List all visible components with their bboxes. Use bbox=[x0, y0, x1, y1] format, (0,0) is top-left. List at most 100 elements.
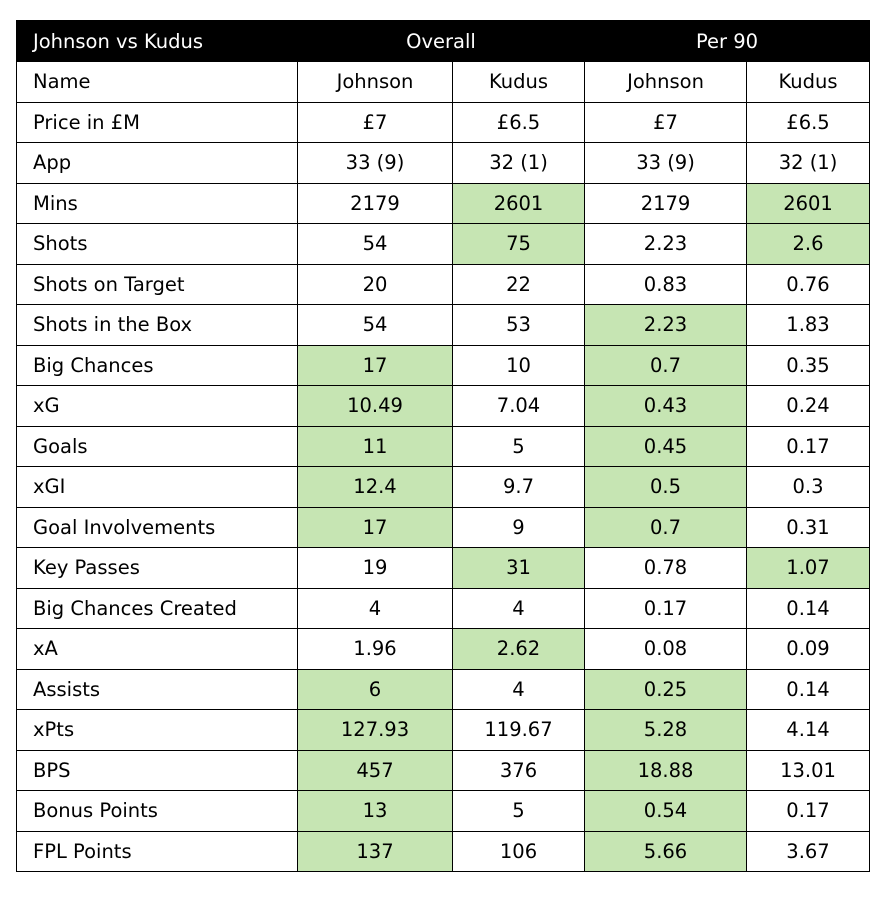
cell-per90-johnson: 2179 bbox=[584, 182, 748, 224]
cell-per90-johnson: 0.45 bbox=[584, 425, 748, 467]
cell-overall-johnson: 54 bbox=[297, 223, 453, 265]
cell-per90-johnson: 0.43 bbox=[584, 385, 748, 427]
cell-per90-johnson: 0.78 bbox=[584, 547, 748, 589]
cell-overall-johnson: 54 bbox=[297, 304, 453, 346]
row-label: Shots on Target bbox=[16, 263, 298, 305]
cell-per90-johnson: 0.83 bbox=[584, 263, 748, 305]
row-label: Key Passes bbox=[16, 547, 298, 589]
row-label: Price in £M bbox=[16, 101, 298, 143]
row-label: Assists bbox=[16, 668, 298, 710]
cell-per90-kudus: 2601 bbox=[746, 182, 871, 224]
group-header-overall: Overall bbox=[296, 20, 586, 62]
row-label: Big Chances bbox=[16, 344, 298, 386]
table-header: Johnson vs Kudus Overall Per 90 bbox=[16, 20, 871, 62]
cell-per90-kudus: 13.01 bbox=[746, 749, 871, 791]
table-row: Big Chances Created 4 4 0.17 0.14 bbox=[16, 587, 871, 629]
cell-per90-kudus: 3.67 bbox=[746, 830, 871, 872]
cell-overall-kudus: 22 bbox=[451, 263, 586, 305]
row-label: Bonus Points bbox=[16, 790, 298, 832]
cell-per90-kudus: 0.35 bbox=[746, 344, 871, 386]
cell-overall-johnson: 2179 bbox=[297, 182, 453, 224]
table-row: FPL Points 137 106 5.66 3.67 bbox=[16, 830, 871, 872]
row-label: Name bbox=[16, 61, 298, 103]
cell-per90-kudus: 32 (1) bbox=[746, 142, 871, 184]
cell-overall-johnson: 4 bbox=[297, 587, 453, 629]
cell-overall-johnson: 1.96 bbox=[297, 628, 453, 670]
table-row: xPts 127.93 119.67 5.28 4.14 bbox=[16, 709, 871, 751]
cell-overall-kudus: 119.67 bbox=[451, 709, 586, 751]
cell-per90-kudus: 0.14 bbox=[746, 668, 871, 710]
table-body: Name Johnson Kudus Johnson Kudus Price in £M £… bbox=[16, 61, 871, 872]
cell-overall-kudus: 31 bbox=[451, 547, 586, 589]
cell-per90-kudus: 1.83 bbox=[746, 304, 871, 346]
cell-per90-kudus: 0.17 bbox=[746, 790, 871, 832]
cell-overall-johnson: 20 bbox=[297, 263, 453, 305]
cell-overall-kudus: £6.5 bbox=[451, 101, 586, 143]
cell-overall-kudus: 53 bbox=[451, 304, 586, 346]
cell-per90-kudus: 0.76 bbox=[746, 263, 871, 305]
table-row: Shots on Target 20 22 0.83 0.76 bbox=[16, 263, 871, 305]
cell-overall-johnson: Johnson bbox=[297, 61, 453, 103]
cell-per90-johnson: 0.7 bbox=[584, 344, 748, 386]
table-row: Shots 54 75 2.23 2.6 bbox=[16, 223, 871, 265]
cell-per90-johnson: 0.08 bbox=[584, 628, 748, 670]
row-label: FPL Points bbox=[16, 830, 298, 872]
cell-overall-johnson: £7 bbox=[297, 101, 453, 143]
cell-per90-johnson: 0.25 bbox=[584, 668, 748, 710]
table-row: Goal Involvements 17 9 0.7 0.31 bbox=[16, 506, 871, 548]
table-row: Bonus Points 13 5 0.54 0.17 bbox=[16, 790, 871, 832]
cell-overall-johnson: 10.49 bbox=[297, 385, 453, 427]
row-label: xPts bbox=[16, 709, 298, 751]
cell-per90-johnson: 5.28 bbox=[584, 709, 748, 751]
cell-per90-kudus: 0.3 bbox=[746, 466, 871, 508]
table-row: BPS 457 376 18.88 13.01 bbox=[16, 749, 871, 791]
table-row: Key Passes 19 31 0.78 1.07 bbox=[16, 547, 871, 589]
cell-overall-kudus: 4 bbox=[451, 587, 586, 629]
cell-per90-johnson: £7 bbox=[584, 101, 748, 143]
cell-overall-kudus: 9 bbox=[451, 506, 586, 548]
group-header-per-90: Per 90 bbox=[584, 20, 871, 62]
row-label: Goals bbox=[16, 425, 298, 467]
row-label: xA bbox=[16, 628, 298, 670]
table-row: Mins 2179 2601 2179 2601 bbox=[16, 182, 871, 224]
cell-per90-johnson: 0.5 bbox=[584, 466, 748, 508]
cell-per90-kudus: 0.14 bbox=[746, 587, 871, 629]
table-row: xGI 12.4 9.7 0.5 0.3 bbox=[16, 466, 871, 508]
cell-overall-kudus: 7.04 bbox=[451, 385, 586, 427]
cell-overall-johnson: 6 bbox=[297, 668, 453, 710]
cell-overall-kudus: 32 (1) bbox=[451, 142, 586, 184]
row-label: xGI bbox=[16, 466, 298, 508]
table-row: xA 1.96 2.62 0.08 0.09 bbox=[16, 628, 871, 670]
cell-per90-johnson: 0.54 bbox=[584, 790, 748, 832]
cell-per90-kudus: 4.14 bbox=[746, 709, 871, 751]
row-label: Shots bbox=[16, 223, 298, 265]
cell-per90-kudus: 0.31 bbox=[746, 506, 871, 548]
cell-overall-kudus: Kudus bbox=[451, 61, 586, 103]
cell-per90-kudus: Kudus bbox=[746, 61, 871, 103]
cell-overall-johnson: 137 bbox=[297, 830, 453, 872]
cell-per90-johnson: Johnson bbox=[584, 61, 748, 103]
cell-per90-johnson: 0.7 bbox=[584, 506, 748, 548]
cell-overall-kudus: 4 bbox=[451, 668, 586, 710]
table-row: Assists 6 4 0.25 0.14 bbox=[16, 668, 871, 710]
cell-per90-johnson: 0.17 bbox=[584, 587, 748, 629]
table-row: Shots in the Box 54 53 2.23 1.83 bbox=[16, 304, 871, 346]
row-label: xG bbox=[16, 385, 298, 427]
cell-per90-kudus: 0.17 bbox=[746, 425, 871, 467]
table-title: Johnson vs Kudus bbox=[16, 20, 298, 62]
cell-overall-kudus: 2601 bbox=[451, 182, 586, 224]
cell-overall-johnson: 19 bbox=[297, 547, 453, 589]
row-label: Goal Involvements bbox=[16, 506, 298, 548]
table-row: Big Chances 17 10 0.7 0.35 bbox=[16, 344, 871, 386]
table-row: Price in £M £7 £6.5 £7 £6.5 bbox=[16, 101, 871, 143]
cell-overall-kudus: 9.7 bbox=[451, 466, 586, 508]
cell-per90-kudus: 2.6 bbox=[746, 223, 871, 265]
cell-overall-johnson: 33 (9) bbox=[297, 142, 453, 184]
cell-overall-kudus: 5 bbox=[451, 790, 586, 832]
row-label: Mins bbox=[16, 182, 298, 224]
cell-per90-johnson: 2.23 bbox=[584, 223, 748, 265]
cell-overall-johnson: 12.4 bbox=[297, 466, 453, 508]
cell-overall-kudus: 10 bbox=[451, 344, 586, 386]
table-row: xG 10.49 7.04 0.43 0.24 bbox=[16, 385, 871, 427]
cell-overall-johnson: 17 bbox=[297, 506, 453, 548]
